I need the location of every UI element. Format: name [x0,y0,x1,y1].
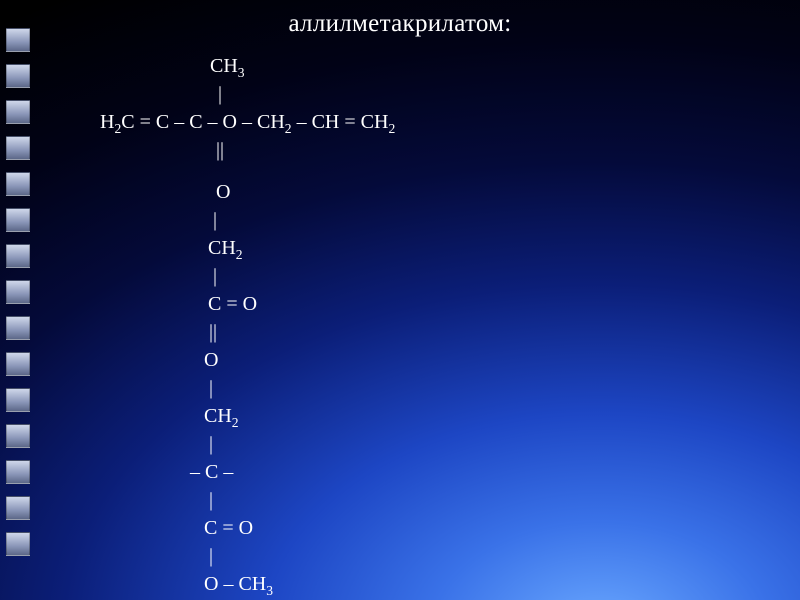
formula-line: O [100,178,395,206]
bullet-column [0,28,46,556]
formula-line: | [100,542,395,570]
formula-line: | [100,206,395,234]
formula-line: H2C = C – C – O – CH2 – CH = CH2 [100,108,395,136]
bullet-square [6,352,30,376]
formula-line: | [100,486,395,514]
subscript: 2 [232,415,239,430]
bullet-square [6,280,30,304]
bullet-square [6,316,30,340]
formula-line: || [100,136,395,164]
slide: аллилметакрилатом: CH3|H2C = C – C – O –… [0,0,800,600]
formula-line: O – CH3 [100,570,395,598]
formula-line: CH2 [100,402,395,430]
bullet-square [6,388,30,412]
formula-line: | [100,374,395,402]
subscript: 2 [285,121,292,136]
bullet-square [6,532,30,556]
subscript: 3 [266,583,273,598]
subscript: 2 [236,247,243,262]
formula-line: – C – [100,458,395,486]
formula-line: | [100,430,395,458]
bullet-square [6,244,30,268]
subscript: 3 [238,65,245,80]
bullet-square [6,172,30,196]
formula-line: CH2 [100,234,395,262]
bullet-square [6,64,30,88]
bullet-square [6,496,30,520]
formula-line: CH3 [100,52,395,80]
subscript: 2 [388,121,395,136]
formula-line: | [100,80,395,108]
formula-line: C = O [100,290,395,318]
slide-title: аллилметакрилатом: [0,10,800,38]
bullet-square [6,100,30,124]
formula-line: | [100,262,395,290]
bullet-square [6,208,30,232]
subscript: 2 [114,121,121,136]
bullet-square [6,424,30,448]
bullet-square [6,136,30,160]
formula-line: O [100,346,395,374]
formula-content: CH3|H2C = C – C – O – CH2 – CH = CH2||O … [100,52,395,598]
bullet-square [6,460,30,484]
formula-line: C = O [100,514,395,542]
formula-line: || [100,318,395,346]
